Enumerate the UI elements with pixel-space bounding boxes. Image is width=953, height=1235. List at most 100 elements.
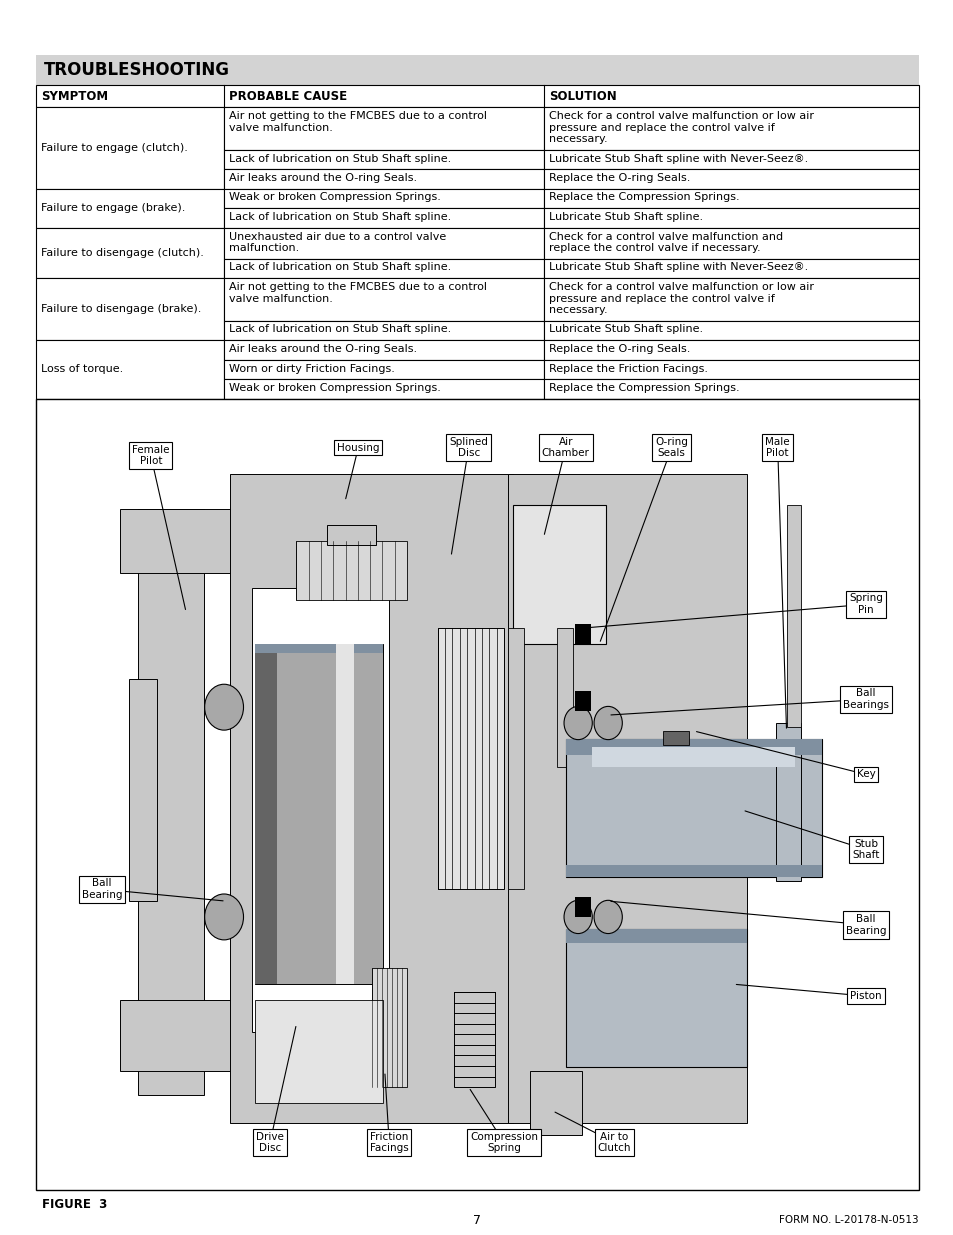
Ellipse shape bbox=[563, 706, 592, 740]
Bar bbox=[775, 722, 800, 882]
Bar bbox=[230, 474, 513, 1123]
Text: Male
Pilot: Male Pilot bbox=[764, 437, 789, 458]
Bar bbox=[543, 278, 918, 321]
Bar bbox=[543, 169, 918, 189]
Bar bbox=[454, 992, 495, 1087]
Text: Lack of lubrication on Stub Shaft spline.: Lack of lubrication on Stub Shaft spline… bbox=[229, 325, 451, 335]
Bar bbox=[253, 588, 389, 1031]
Bar bbox=[335, 643, 354, 984]
Bar bbox=[662, 731, 689, 745]
Text: Splined
Disc: Splined Disc bbox=[449, 437, 488, 458]
Bar bbox=[785, 505, 800, 727]
Bar bbox=[565, 866, 821, 877]
Bar bbox=[120, 1000, 239, 1071]
Bar bbox=[129, 679, 157, 902]
Bar bbox=[224, 207, 543, 227]
Bar bbox=[543, 107, 918, 149]
Bar bbox=[254, 643, 382, 984]
Text: Worn or dirty Friction Facings.: Worn or dirty Friction Facings. bbox=[229, 363, 395, 373]
Text: Friction
Facings: Friction Facings bbox=[370, 1131, 408, 1153]
Bar bbox=[254, 1000, 382, 1103]
Text: Lubricate Stub Shaft spline with Never-Seez®.: Lubricate Stub Shaft spline with Never-S… bbox=[548, 153, 807, 163]
Text: SOLUTION: SOLUTION bbox=[548, 89, 616, 103]
Bar bbox=[557, 629, 572, 767]
Text: Weak or broken Compression Springs.: Weak or broken Compression Springs. bbox=[229, 383, 440, 393]
Bar bbox=[592, 747, 795, 767]
Bar bbox=[543, 379, 918, 399]
Bar bbox=[254, 643, 382, 653]
Bar bbox=[508, 629, 524, 889]
Text: Replace the O-ring Seals.: Replace the O-ring Seals. bbox=[548, 345, 690, 354]
Text: Air leaks around the O-ring Seals.: Air leaks around the O-ring Seals. bbox=[229, 173, 416, 183]
Text: Ball
Bearing: Ball Bearing bbox=[82, 878, 122, 900]
Bar bbox=[296, 541, 406, 600]
Bar bbox=[224, 379, 543, 399]
Bar bbox=[36, 227, 224, 278]
Bar bbox=[120, 509, 239, 573]
Text: Air
Chamber: Air Chamber bbox=[541, 437, 589, 458]
Text: Lack of lubrication on Stub Shaft spline.: Lack of lubrication on Stub Shaft spline… bbox=[229, 153, 451, 163]
Bar bbox=[224, 359, 543, 379]
Text: Lubricate Stub Shaft spline with Never-Seez®.: Lubricate Stub Shaft spline with Never-S… bbox=[548, 263, 807, 273]
Text: Check for a control valve malfunction or low air
pressure and replace the contro: Check for a control valve malfunction or… bbox=[548, 111, 813, 144]
Bar bbox=[36, 56, 918, 85]
Text: Unexhausted air due to a control valve
malfunction.: Unexhausted air due to a control valve m… bbox=[229, 231, 446, 253]
Text: Replace the Compression Springs.: Replace the Compression Springs. bbox=[548, 383, 739, 393]
Ellipse shape bbox=[594, 706, 621, 740]
Ellipse shape bbox=[594, 900, 621, 934]
Text: Failure to disengage (clutch).: Failure to disengage (clutch). bbox=[41, 248, 204, 258]
Text: Stub
Shaft: Stub Shaft bbox=[851, 839, 879, 861]
Text: Air leaks around the O-ring Seals.: Air leaks around the O-ring Seals. bbox=[229, 345, 416, 354]
Bar bbox=[543, 207, 918, 227]
Bar bbox=[508, 474, 746, 1123]
Bar bbox=[371, 968, 406, 1087]
Bar bbox=[543, 189, 918, 207]
Text: FORM NO. L-20178-N-0513: FORM NO. L-20178-N-0513 bbox=[779, 1215, 918, 1225]
Text: Lubricate Stub Shaft spline.: Lubricate Stub Shaft spline. bbox=[548, 325, 702, 335]
Text: Lubricate Stub Shaft spline.: Lubricate Stub Shaft spline. bbox=[548, 212, 702, 222]
Bar bbox=[36, 399, 918, 1191]
Text: Lack of lubrication on Stub Shaft spline.: Lack of lubrication on Stub Shaft spline… bbox=[229, 212, 451, 222]
Text: Replace the Compression Springs.: Replace the Compression Springs. bbox=[548, 193, 739, 203]
Text: Failure to disengage (brake).: Failure to disengage (brake). bbox=[41, 304, 201, 314]
Bar bbox=[543, 258, 918, 278]
Bar bbox=[224, 278, 543, 321]
Bar bbox=[574, 624, 590, 643]
Text: Key: Key bbox=[856, 769, 875, 779]
Text: Air not getting to the FMCBES due to a control
valve malfunction.: Air not getting to the FMCBES due to a c… bbox=[229, 111, 486, 132]
Bar bbox=[36, 107, 224, 189]
Text: Air not getting to the FMCBES due to a control
valve malfunction.: Air not getting to the FMCBES due to a c… bbox=[229, 282, 486, 304]
Text: SYMPTOM: SYMPTOM bbox=[41, 89, 108, 103]
Bar bbox=[565, 739, 821, 755]
Bar bbox=[513, 505, 605, 643]
Bar bbox=[137, 509, 204, 1095]
Text: Failure to engage (clutch).: Failure to engage (clutch). bbox=[41, 143, 188, 153]
Text: Loss of torque.: Loss of torque. bbox=[41, 364, 123, 374]
Text: FIGURE  3: FIGURE 3 bbox=[42, 1198, 107, 1210]
Bar bbox=[224, 227, 543, 258]
Text: Replace the Friction Facings.: Replace the Friction Facings. bbox=[548, 363, 707, 373]
Bar bbox=[543, 359, 918, 379]
Bar bbox=[565, 739, 821, 877]
Bar bbox=[224, 149, 543, 169]
Bar bbox=[543, 149, 918, 169]
Bar bbox=[574, 692, 590, 711]
Text: Ball
Bearings: Ball Bearings bbox=[842, 688, 888, 710]
Text: 7: 7 bbox=[473, 1214, 480, 1226]
Text: Failure to engage (brake).: Failure to engage (brake). bbox=[41, 203, 185, 212]
Text: Ball
Bearing: Ball Bearing bbox=[845, 914, 885, 936]
Text: Compression
Spring: Compression Spring bbox=[470, 1131, 537, 1153]
Text: TROUBLESHOOTING: TROUBLESHOOTING bbox=[44, 61, 230, 79]
Text: O-ring
Seals: O-ring Seals bbox=[655, 437, 687, 458]
Bar bbox=[254, 643, 276, 984]
Text: Housing: Housing bbox=[336, 442, 379, 452]
Text: Lack of lubrication on Stub Shaft spline.: Lack of lubrication on Stub Shaft spline… bbox=[229, 263, 451, 273]
Ellipse shape bbox=[205, 894, 243, 940]
Bar bbox=[224, 321, 543, 340]
Bar bbox=[36, 85, 918, 107]
Bar bbox=[224, 107, 543, 149]
Bar bbox=[543, 227, 918, 258]
Bar bbox=[224, 258, 543, 278]
Bar bbox=[543, 321, 918, 340]
Bar bbox=[36, 278, 224, 340]
